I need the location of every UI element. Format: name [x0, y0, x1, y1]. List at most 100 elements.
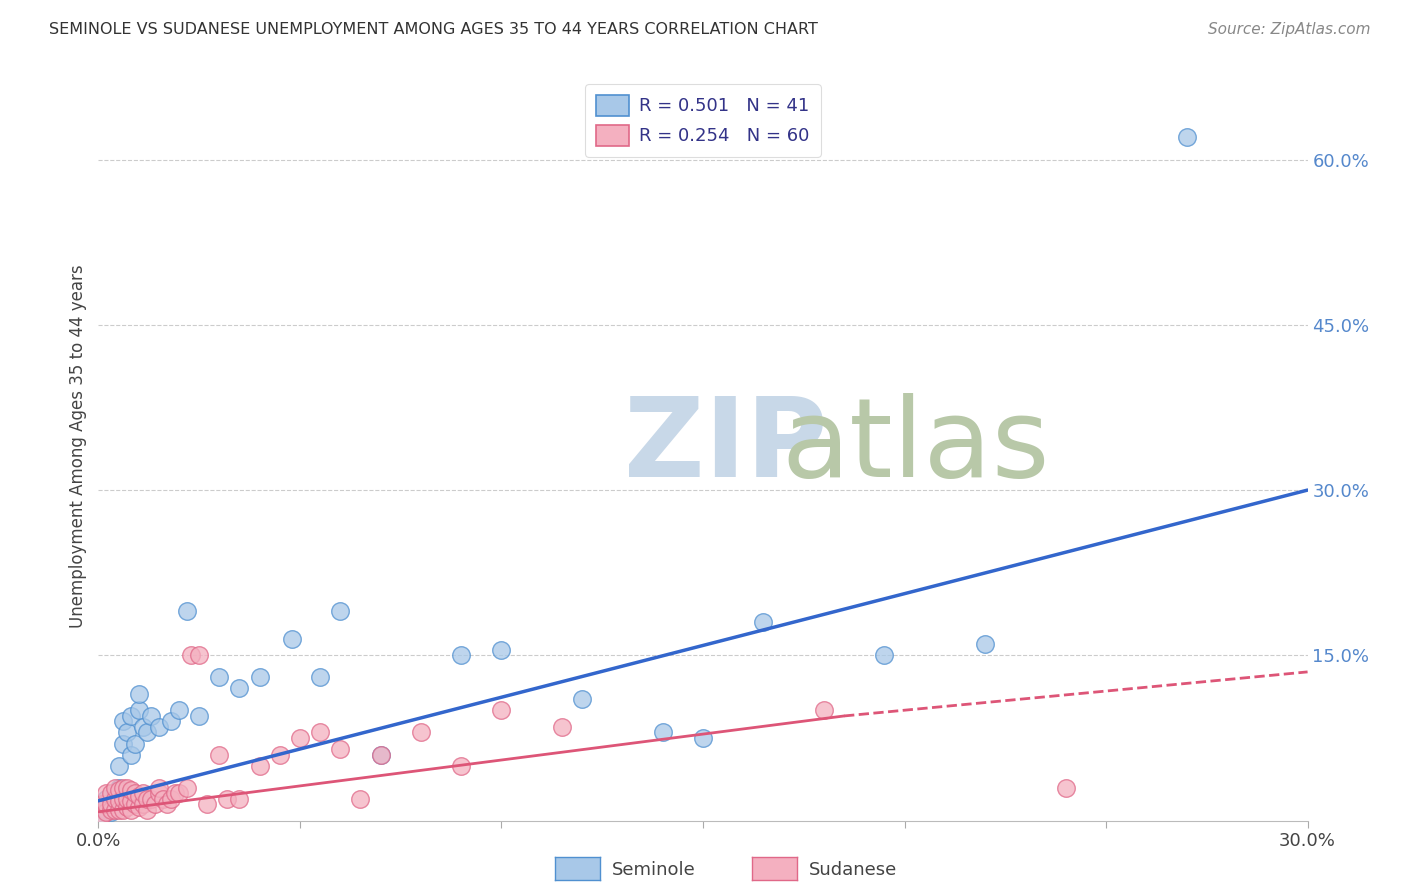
Point	[163, 786, 186, 800]
Point	[143, 797, 166, 811]
Point	[450, 758, 472, 772]
Point	[91, 797, 114, 811]
Point	[139, 709, 162, 723]
Point	[111, 737, 134, 751]
Point	[288, 731, 311, 745]
Point	[103, 780, 125, 795]
Point	[180, 648, 202, 663]
Point	[111, 714, 134, 729]
Point	[156, 797, 179, 811]
Point	[91, 808, 114, 822]
Point	[100, 797, 122, 811]
Point	[111, 780, 134, 795]
Text: SEMINOLE VS SUDANESE UNEMPLOYMENT AMONG AGES 35 TO 44 YEARS CORRELATION CHART: SEMINOLE VS SUDANESE UNEMPLOYMENT AMONG …	[49, 22, 818, 37]
Point	[176, 780, 198, 795]
Legend: R = 0.501   N = 41, R = 0.254   N = 60: R = 0.501 N = 41, R = 0.254 N = 60	[585, 84, 821, 156]
Point	[120, 794, 142, 808]
Point	[135, 791, 157, 805]
Point	[107, 794, 129, 808]
Point	[571, 692, 593, 706]
Point	[148, 786, 170, 800]
Point	[1054, 780, 1077, 795]
Text: Source: ZipAtlas.com: Source: ZipAtlas.com	[1208, 22, 1371, 37]
Point	[100, 805, 122, 819]
Text: Sudanese: Sudanese	[808, 861, 897, 879]
Point	[120, 709, 142, 723]
Text: ZIP: ZIP	[624, 392, 828, 500]
Point	[873, 648, 896, 663]
Point	[409, 725, 432, 739]
Point	[100, 786, 122, 800]
Point	[491, 643, 513, 657]
Point	[188, 709, 211, 723]
Point	[249, 758, 271, 772]
Point	[370, 747, 392, 762]
Point	[651, 725, 673, 739]
Point	[450, 648, 472, 663]
Point	[176, 604, 198, 618]
Point	[120, 803, 142, 817]
Point	[167, 786, 190, 800]
Point	[128, 789, 150, 804]
Point	[100, 797, 122, 811]
Point	[217, 791, 239, 805]
Point	[96, 805, 118, 819]
Point	[228, 791, 250, 805]
Point	[103, 800, 125, 814]
Point	[103, 786, 125, 800]
Y-axis label: Unemployment Among Ages 35 to 44 years: Unemployment Among Ages 35 to 44 years	[69, 264, 87, 628]
Point	[329, 604, 352, 618]
Point	[269, 747, 291, 762]
Point	[111, 791, 134, 805]
Point	[120, 747, 142, 762]
Point	[195, 797, 218, 811]
Point	[148, 720, 170, 734]
Point	[208, 747, 231, 762]
Point	[692, 731, 714, 745]
Point	[96, 786, 118, 800]
Point	[974, 637, 997, 651]
Point	[103, 791, 125, 805]
Point	[128, 703, 150, 717]
Point	[96, 791, 118, 805]
Point	[813, 703, 835, 717]
Point	[281, 632, 304, 646]
Point	[103, 803, 125, 817]
Point	[100, 803, 122, 817]
Point	[491, 703, 513, 717]
Point	[188, 648, 211, 663]
Point	[115, 780, 138, 795]
Point	[329, 742, 352, 756]
Point	[128, 687, 150, 701]
Point	[135, 725, 157, 739]
Point	[107, 758, 129, 772]
Point	[120, 782, 142, 797]
Point	[228, 681, 250, 696]
Point	[152, 791, 174, 805]
Point	[132, 720, 155, 734]
Point	[160, 791, 183, 805]
Point	[96, 797, 118, 811]
Point	[128, 800, 150, 814]
Point	[160, 714, 183, 729]
Point	[249, 670, 271, 684]
Point	[1175, 130, 1198, 145]
Point	[167, 703, 190, 717]
Point	[124, 786, 146, 800]
Point	[208, 670, 231, 684]
Point	[349, 791, 371, 805]
Point	[551, 720, 574, 734]
Point	[96, 803, 118, 817]
Point	[115, 725, 138, 739]
Point	[132, 786, 155, 800]
Point	[370, 747, 392, 762]
Point	[111, 803, 134, 817]
Text: atlas: atlas	[782, 392, 1050, 500]
Text: Seminole: Seminole	[612, 861, 696, 879]
Point	[107, 780, 129, 795]
Point	[107, 782, 129, 797]
Point	[107, 803, 129, 817]
Point	[115, 791, 138, 805]
Point	[115, 800, 138, 814]
Point	[148, 780, 170, 795]
